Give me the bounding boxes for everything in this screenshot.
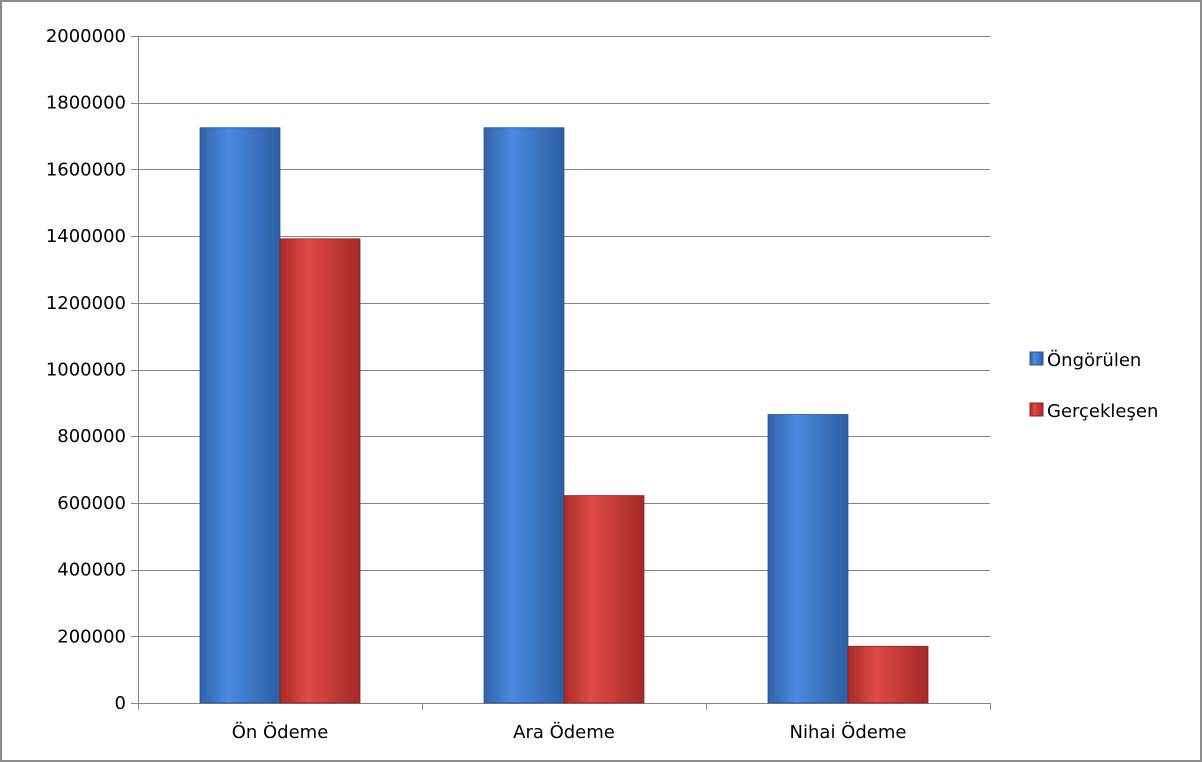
- y-tick-label: 1000000: [46, 360, 126, 381]
- legend: Öngörülen Gerçekleşen: [1029, 349, 1158, 422]
- legend-item-gerceklesen: Gerçekleşen: [1029, 401, 1158, 422]
- y-tick-label: 2000000: [46, 26, 126, 47]
- legend-label-gerceklesen: Gerçekleşen: [1047, 401, 1158, 422]
- y-tick-label: 200000: [57, 626, 126, 647]
- y-tick-label: 1200000: [46, 293, 126, 314]
- legend-swatch-ongorulen: [1029, 351, 1044, 366]
- legend-item-ongorulen: Öngörülen: [1029, 349, 1141, 371]
- y-tick-label: 1800000: [46, 93, 126, 114]
- y-tick-label: 400000: [57, 560, 126, 581]
- bar-ongorulen: [483, 127, 565, 704]
- legend-swatch-gerceklesen: [1029, 402, 1044, 417]
- y-tick-label: 0: [115, 693, 126, 714]
- bar-gerceklesen: [279, 238, 361, 704]
- axes: [131, 36, 991, 710]
- bar-gerceklesen: [563, 495, 645, 704]
- y-tick-label: 800000: [57, 426, 126, 447]
- bar-ongorulen: [767, 414, 849, 704]
- y-tick-label: 1400000: [46, 226, 126, 247]
- tick-labels: 0 200000 400000 600000 800000 1000000 1200000 1…: [46, 26, 907, 743]
- y-tick-label: 1600000: [46, 159, 126, 180]
- y-tick-label: 600000: [57, 493, 126, 514]
- bars: [199, 127, 929, 704]
- bar-gerceklesen: [847, 645, 929, 704]
- bar-ongorulen: [199, 127, 281, 704]
- x-tick-label: Ön Ödeme: [232, 721, 329, 743]
- x-tick-label: Nihai Ödeme: [790, 721, 907, 743]
- legend-label-ongorulen: Öngörülen: [1047, 349, 1141, 371]
- x-tick-label: Ara Ödeme: [513, 721, 615, 743]
